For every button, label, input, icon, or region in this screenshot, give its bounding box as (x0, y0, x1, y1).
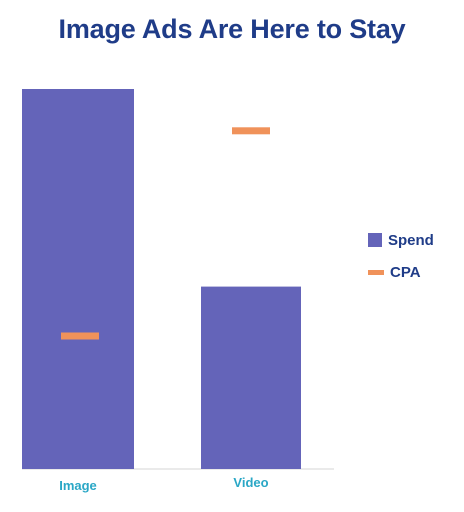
legend-item-spend[interactable]: Spend (368, 230, 458, 250)
marker-cpa-image[interactable] (61, 332, 99, 340)
marker-group (61, 127, 270, 340)
bar-group (22, 89, 301, 469)
legend-label-spend: Spend (388, 231, 434, 249)
x-tick-label-image: Image (59, 478, 97, 493)
x-tick-label-video: Video (233, 475, 268, 490)
legend-item-cpa[interactable]: CPA (368, 262, 458, 282)
x-tick-labels: Image Video (59, 475, 268, 493)
bar-spend-image[interactable] (22, 89, 134, 469)
legend-swatch-spend (368, 233, 382, 247)
legend-label-cpa: CPA (390, 263, 421, 281)
marker-cpa-video[interactable] (232, 127, 270, 135)
chart-title: Image Ads Are Here to Stay (58, 14, 406, 44)
legend-swatch-cpa (368, 269, 384, 275)
legend: Spend CPA (368, 230, 458, 294)
bar-spend-video[interactable] (201, 286, 301, 469)
